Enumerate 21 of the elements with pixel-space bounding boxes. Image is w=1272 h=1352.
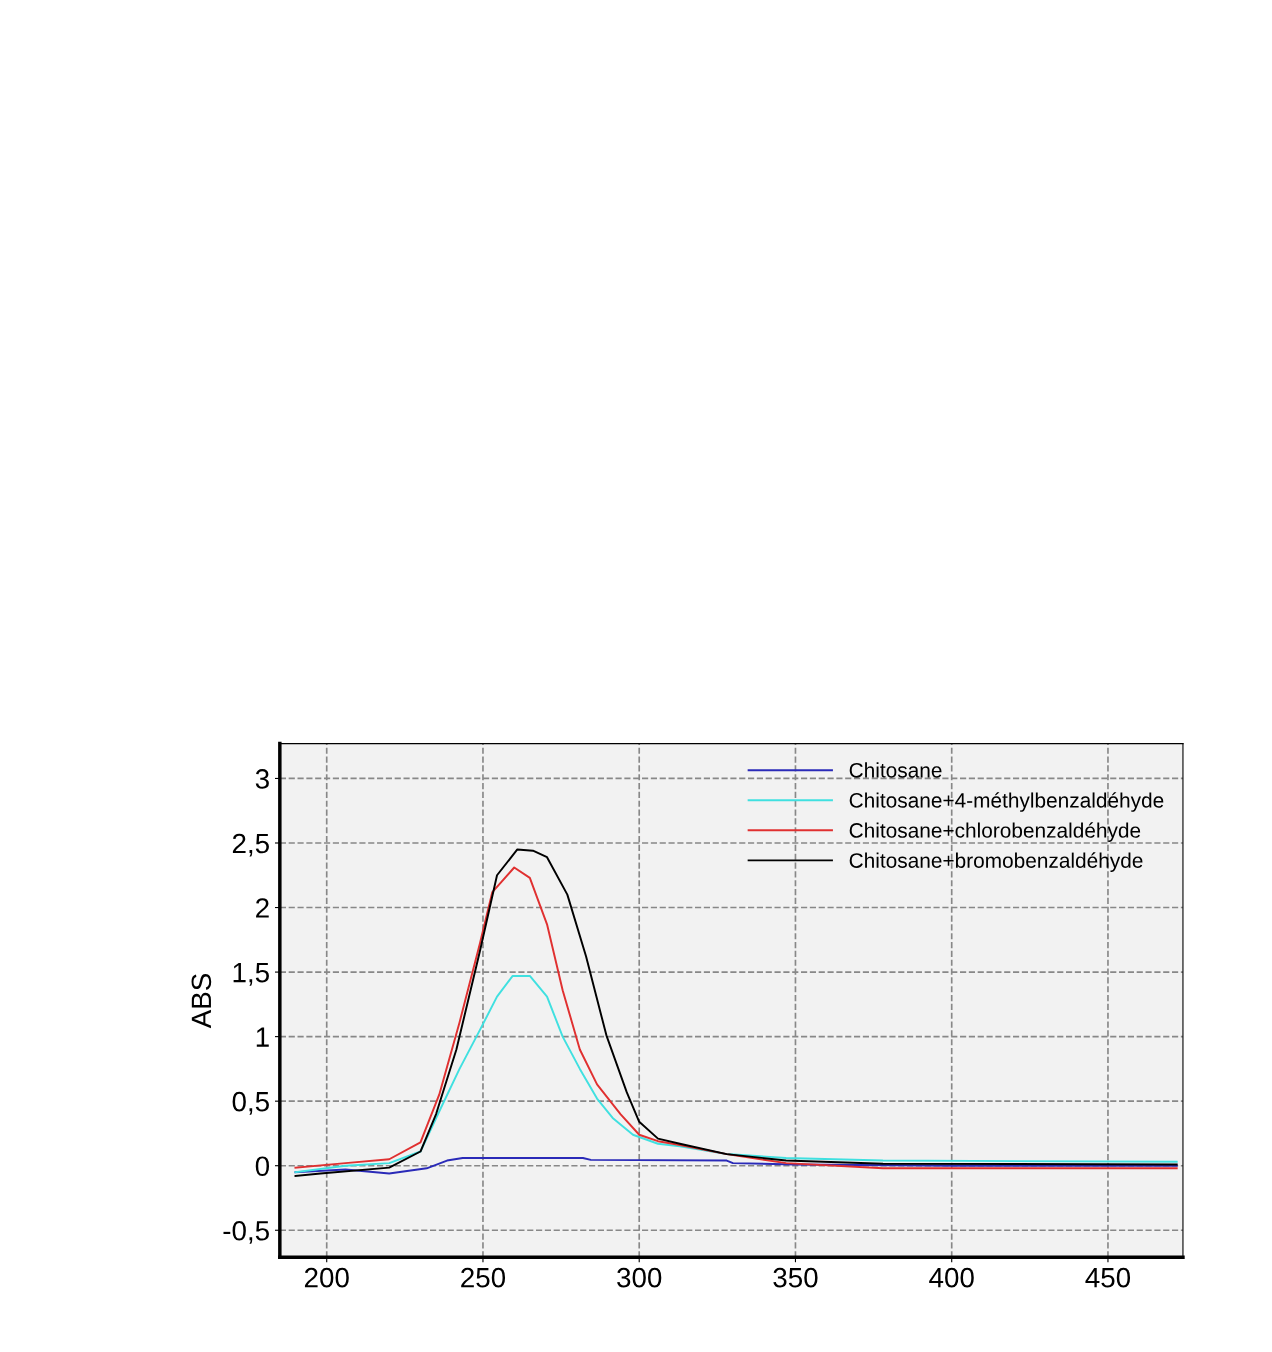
y-tick-label: 3 [255,769,269,789]
x-tick-label: 200 [304,1267,349,1288]
y-tick-label: 0,5 [232,1091,269,1115]
y-tick-label: 0 [255,1156,270,1177]
y-tick-label: 2 [256,898,269,918]
y-tick-label: -0,5 [223,1220,269,1244]
y-tick-label: 2,5 [232,833,269,857]
line-series [294,974,1178,1174]
x-tick-label: 300 [617,1267,662,1288]
y-tick-label: 1,5 [233,963,269,986]
legend-label: Chitosane+bromobenzaldéhyde [849,852,1143,873]
legend-label: Chitosane+chlorobenzaldéhyde [849,822,1141,842]
x-tick-label: 450 [1085,1267,1131,1288]
y-tick-label: 1 [256,1027,269,1047]
x-tick-label: 400 [929,1267,974,1288]
x-tick-label: 250 [461,1267,506,1288]
y-axis-title: ABS [191,973,212,1029]
legend-label: Chitosane+4-méthylbenzaldéhyde [849,792,1164,812]
x-tick-label: 350 [773,1267,818,1288]
legend-label: Chitosane [849,762,942,778]
line-series [294,1156,1178,1175]
